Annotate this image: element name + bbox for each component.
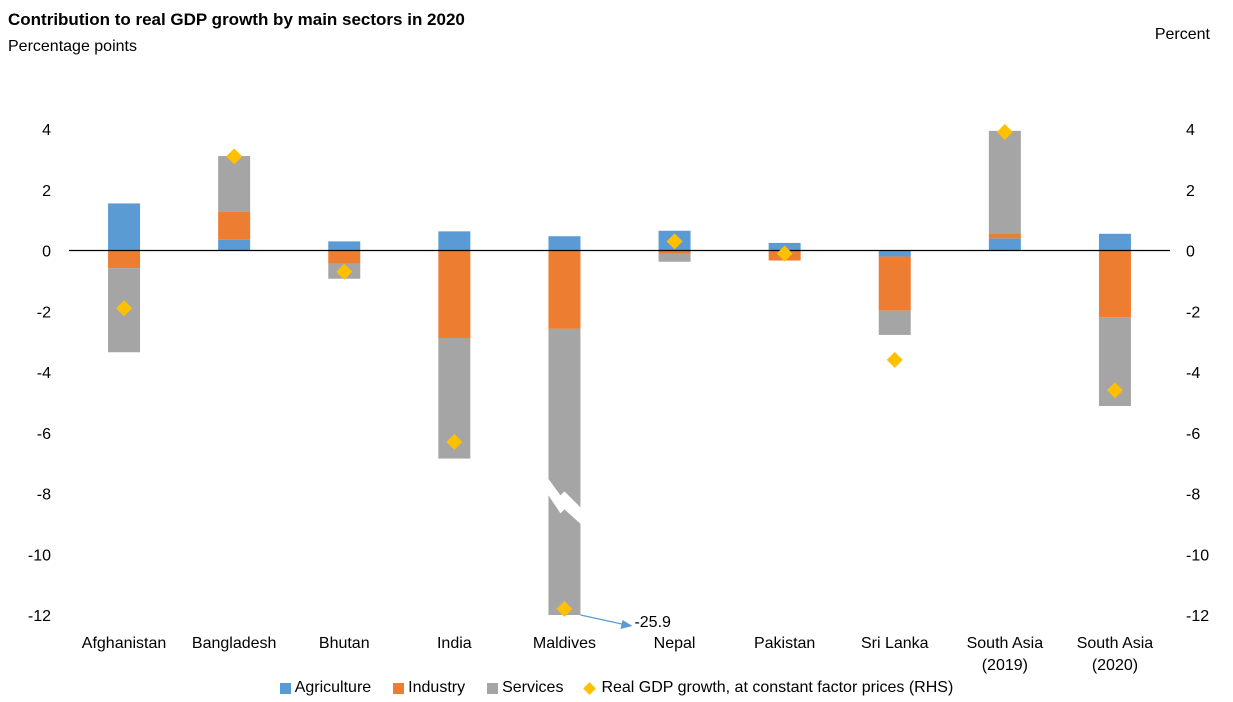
gdp-growth-marker [886,351,903,368]
x-tick-label: Nepal [654,635,696,652]
bar-industry [658,250,691,254]
bar-industry [438,250,471,338]
bar-agriculture [108,203,141,251]
y-tick-label-left: -4 [37,365,51,382]
x-tick-label: India [437,635,472,652]
gdp-growth-marker [446,433,463,450]
legend-item-gdp: Real GDP growth, at constant factor pric… [583,679,954,697]
y-tick-label-right: -8 [1186,487,1200,504]
y-tick-label-left: -10 [28,547,51,564]
bar-services [548,328,581,615]
gdp-growth-marker [226,148,243,165]
bar-industry [878,256,911,311]
y-tick-label-right: -4 [1186,365,1200,382]
gdp-growth-marker [336,263,353,280]
x-tick-label: Sri Lanka [861,635,929,652]
y-tick-label-left: -12 [28,608,51,625]
y-tick-label-left: -2 [37,304,51,321]
axis-break-marker [544,473,585,528]
bar-industry [218,211,251,240]
right-axis-unit: Percent [1154,26,1210,43]
bar-services [878,310,911,335]
y-tick-label-left: -8 [37,487,51,504]
legend-label-services: Services [502,679,564,696]
gdp-growth-marker [116,300,133,317]
x-tick-label: Maldives [533,635,596,652]
bar-services [658,253,691,262]
annotation-arrow-head [620,620,633,629]
annotation-label: -25.9 [634,614,671,631]
y-tick-label-right: -2 [1186,304,1200,321]
y-tick-label-right: -6 [1186,426,1200,443]
x-tick-label: South Asia (2020) [1077,635,1154,674]
legend-item-agriculture: Agriculture [279,679,372,697]
bar-agriculture [878,250,911,257]
legend: Agriculture Industry Services Real GDP g… [0,679,1233,697]
gdp-growth-marker [556,600,573,617]
y-tick-label-right: 4 [1186,122,1195,139]
gdp-growth-marker [776,245,793,262]
gdp-growth-marker [666,233,683,250]
legend-label-agriculture: Agriculture [294,679,372,696]
bar-agriculture [438,231,471,251]
y-tick-label-left: -6 [37,426,51,443]
y-tick-label-left: 4 [42,122,51,139]
bar-industry [1098,250,1131,318]
gdp-growth-marker [996,124,1013,141]
services-swatch [487,682,499,694]
gdp-diamond-icon [583,681,597,695]
x-tick-label: South Asia (2019) [967,635,1044,674]
bar-industry [328,250,361,264]
bar-industry [988,233,1021,239]
bar-agriculture [548,236,581,251]
y-tick-label-left: 0 [42,244,51,261]
agriculture-swatch [279,682,291,694]
x-tick-label: Bangladesh [192,635,277,652]
legend-item-services: Services [487,679,563,697]
y-tick-label-right: -12 [1186,608,1209,625]
gdp-growth-marker [1106,382,1123,399]
bar-industry [548,250,581,329]
legend-label-gdp: Real GDP growth, at constant factor pric… [601,679,954,696]
bar-agriculture [988,238,1021,251]
bar-services [218,156,251,212]
chart-title: Contribution to real GDP growth by main … [8,10,465,29]
industry-swatch [393,682,405,694]
x-tick-label: Pakistan [754,635,815,652]
bar-agriculture [328,241,361,251]
annotation-arrow-line [580,614,627,626]
y-tick-label-right: 0 [1186,244,1195,261]
legend-label-industry: Industry [408,679,466,696]
left-axis-unit: Percentage points [8,38,137,55]
bar-services [988,130,1021,234]
x-tick-label: Bhutan [319,635,370,652]
x-tick-label: Afghanistan [82,635,167,652]
y-tick-label-right: 2 [1186,183,1195,200]
bar-agriculture [1098,233,1131,251]
legend-item-industry: Industry [393,679,465,697]
y-tick-label-left: 2 [42,183,51,200]
stacked-bar-chart: 4 4 2 2 0 0 -2 -2 -4 -4 -6 -6 -8 -8 -10 -10 -12 -12 Afghan… [28,122,1209,674]
y-tick-label-right: -10 [1186,547,1209,564]
bar-industry [108,250,141,269]
bar-agriculture [218,239,251,251]
